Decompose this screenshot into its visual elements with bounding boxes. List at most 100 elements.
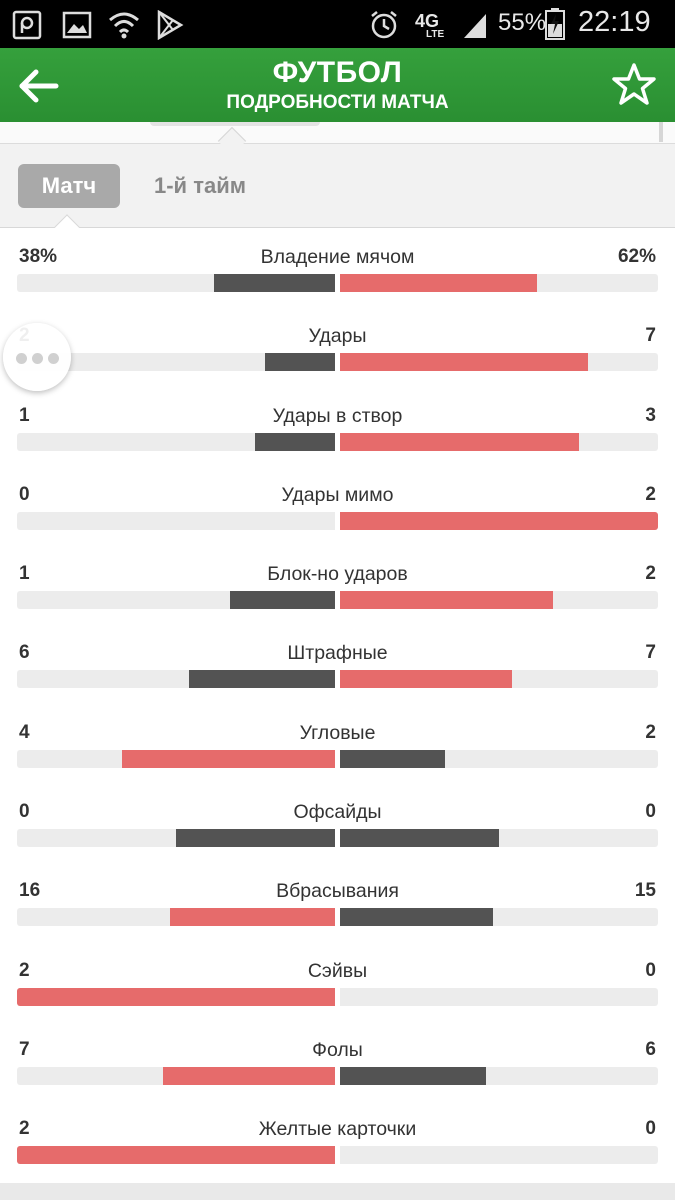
away-bar xyxy=(340,511,658,530)
away-value: 7 xyxy=(645,325,656,347)
home-bar xyxy=(17,987,335,1006)
home-bar-track xyxy=(17,274,335,292)
home-bar-track xyxy=(17,511,335,530)
stat-row: 0 Удары мимо 2 xyxy=(0,466,675,545)
home-bar-track xyxy=(17,908,335,927)
home-bar-track xyxy=(17,591,335,610)
home-bar-track xyxy=(17,749,335,768)
away-bar-track xyxy=(340,908,658,927)
away-bar-track xyxy=(340,432,658,451)
stat-row: 2Удары7 xyxy=(0,307,675,386)
home-value: 0 xyxy=(19,483,30,505)
clock: 22:19 xyxy=(578,6,651,38)
away-bar xyxy=(340,1066,486,1085)
away-bar-track xyxy=(340,353,658,372)
away-bar-track xyxy=(340,670,658,689)
alarm-icon xyxy=(371,11,397,39)
away-bar-track xyxy=(340,274,658,292)
tab-match[interactable]: Матч xyxy=(18,164,120,208)
stat-label: Угловые xyxy=(299,721,376,744)
home-bar-track xyxy=(17,353,335,372)
stat-row: 1 Удары в створ 3 xyxy=(0,387,675,466)
signal-icon xyxy=(464,14,486,38)
stat-label: Удары xyxy=(308,325,367,348)
home-value: 2 xyxy=(19,1118,30,1140)
stat-label: Удары мимо xyxy=(281,483,394,506)
home-bar-track xyxy=(17,987,335,1006)
stat-row: 7 Фолы 6 xyxy=(0,1021,675,1100)
away-bar xyxy=(340,353,588,372)
away-bar xyxy=(340,274,537,292)
stat-label: Владение мячом xyxy=(260,246,415,268)
away-bar-track xyxy=(340,1146,658,1165)
away-bar xyxy=(340,829,499,848)
away-value: 62% xyxy=(617,246,656,267)
stat-label: Желтые карточки xyxy=(258,1118,417,1141)
more-dots-icon xyxy=(32,353,43,364)
home-bar xyxy=(265,353,335,372)
home-bar xyxy=(230,591,335,610)
stat-label: Сэйвы xyxy=(307,959,368,982)
home-value: 6 xyxy=(19,642,30,664)
home-value: 4 xyxy=(19,721,30,743)
away-bar-track xyxy=(340,591,658,610)
away-value: 0 xyxy=(645,801,656,823)
stat-label: Фолы xyxy=(312,1038,363,1061)
away-value: 2 xyxy=(645,563,656,585)
home-bar xyxy=(170,908,335,927)
page-title: ФУТБОЛ xyxy=(272,56,403,89)
stats-list: 38% Владение мячом 62% 2 Удары 7 1 Удары в ство… xyxy=(0,228,675,1180)
away-bar-track xyxy=(340,987,658,1006)
panel-edge-right xyxy=(659,122,663,142)
away-value: 0 xyxy=(645,1118,656,1140)
home-value: 0 xyxy=(19,801,30,823)
home-value: 7 xyxy=(19,1038,30,1060)
stat-row: 38% Владение мячом 62% xyxy=(0,228,675,307)
away-value: 0 xyxy=(645,959,656,981)
away-bar-track xyxy=(340,749,658,768)
home-bar-track xyxy=(17,829,335,848)
star-outline-icon[interactable] xyxy=(611,62,657,108)
away-bar-track xyxy=(340,1066,658,1085)
tab-first-half[interactable]: 1-й тайм xyxy=(154,173,247,198)
network-subtype: LTE xyxy=(426,29,445,40)
wifi-icon xyxy=(109,12,139,39)
more-button[interactable] xyxy=(3,323,71,391)
away-value: 3 xyxy=(645,404,656,426)
stat-label: Удары в створ xyxy=(272,404,403,427)
stat-label: Вбрасывания xyxy=(276,880,399,903)
more-dots-icon xyxy=(16,353,27,364)
away-value: 2 xyxy=(645,721,656,743)
home-bar-track xyxy=(17,670,335,689)
network-type: 4G xyxy=(415,11,440,31)
home-bar xyxy=(163,1066,335,1085)
away-bar-track xyxy=(340,829,658,848)
more-dots-icon xyxy=(48,353,59,364)
arrow-left-icon[interactable] xyxy=(14,64,64,108)
home-bar xyxy=(189,670,335,689)
home-value: 1 xyxy=(19,563,30,585)
away-bar xyxy=(340,591,553,610)
home-bar xyxy=(214,274,335,292)
stat-label: Офсайды xyxy=(293,801,382,824)
away-value: 2 xyxy=(645,483,656,505)
stat-row: 2 Сэйвы 0 xyxy=(0,942,675,1021)
away-value: 15 xyxy=(634,880,656,902)
away-bar-track xyxy=(340,511,658,530)
app-header: ФУТБОЛ ПОДРОБНОСТИ МАТЧА xyxy=(0,48,675,122)
play-store-icon xyxy=(157,10,184,40)
home-value: 16 xyxy=(19,880,41,902)
bottom-edge xyxy=(0,1183,675,1200)
stat-row: 2 Желтые карточки 0 xyxy=(0,1100,675,1179)
stat-row: 1 Блок-но ударов 2 xyxy=(0,545,675,624)
period-tabs: Матч 1-й тайм xyxy=(0,144,675,228)
away-bar xyxy=(340,749,445,768)
collapsed-panel-edge xyxy=(0,122,675,144)
home-bar-track xyxy=(17,432,335,451)
away-bar xyxy=(340,670,512,689)
stat-label: Штрафные xyxy=(287,642,388,665)
stat-row: 4 Угловые 2 xyxy=(0,704,675,783)
home-value: 1 xyxy=(19,404,30,426)
home-bar xyxy=(255,432,335,451)
stat-row: 6 Штрафные 7 xyxy=(0,624,675,703)
